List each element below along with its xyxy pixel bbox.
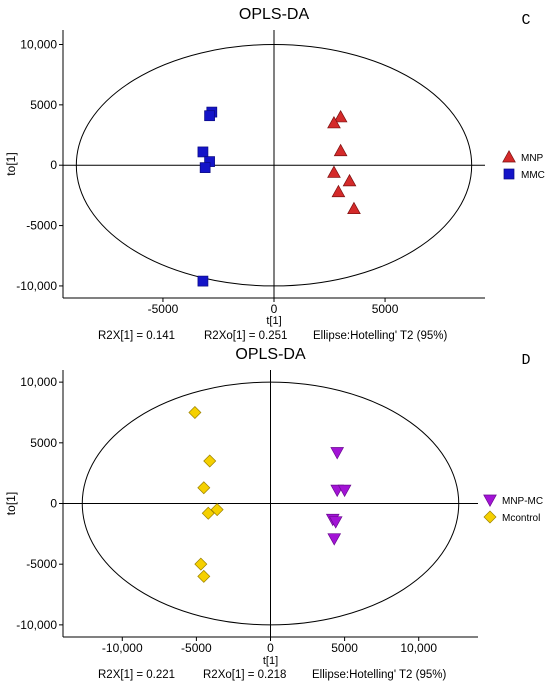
data-point: [197, 146, 209, 158]
y-tick-label: 5000: [30, 98, 57, 112]
data-point: [201, 506, 215, 520]
legend-marker: [503, 168, 515, 180]
series-mnp-mc: [325, 447, 352, 546]
panel-d: OPLS-DA D 10,000 5000 0 -5000 -10,000 -10,000 -5…: [4, 346, 543, 681]
panel-c: OPLS-DA C 10,000 5000 0 -5000 -10,000 -5000 0 500…: [4, 6, 545, 342]
x-tick-label: 0: [267, 641, 274, 655]
legend-marker: [502, 150, 516, 163]
stat-text: R2X[1] = 0.141: [98, 330, 175, 342]
data-point: [204, 110, 215, 122]
x-tick-label: -10,000: [102, 641, 143, 655]
y-tick-label: -5000: [26, 219, 57, 233]
data-point: [203, 454, 217, 468]
data-point: [327, 115, 341, 129]
legend-label: MNP-MC: [502, 496, 543, 507]
stat-text: Ellipse:Hotelling' T2 (95%): [312, 669, 446, 681]
y-tick-label: 0: [50, 497, 57, 511]
legend-label: MNP: [521, 153, 544, 164]
series-mcontrol: [188, 405, 224, 583]
y-tick-label: -10,000: [16, 279, 57, 293]
y-axis-label: to[1]: [4, 152, 18, 175]
data-point: [337, 484, 352, 498]
legend-label: MMC: [521, 170, 545, 181]
y-tick-label: 0: [50, 158, 57, 172]
data-point: [188, 405, 202, 419]
y-tick-label: 10,000: [20, 375, 57, 389]
x-axis-label: t[1]: [263, 655, 278, 667]
y-tick-label: 5000: [30, 436, 57, 450]
data-point: [347, 201, 361, 215]
x-tick-label: 5000: [372, 302, 399, 316]
data-point: [333, 143, 348, 157]
panel-letter: D: [521, 352, 530, 369]
x-tick-label: 5000: [331, 641, 358, 655]
data-point: [194, 557, 208, 571]
data-point: [342, 173, 357, 187]
data-point: [197, 275, 209, 287]
y-tick-label: -5000: [26, 557, 57, 571]
y-tick-label: 10,000: [20, 37, 57, 51]
stat-text: Ellipse:Hotelling' T2 (95%): [313, 330, 447, 342]
x-tick-label: 0: [271, 302, 278, 316]
data-point: [210, 503, 224, 517]
data-point: [328, 516, 343, 529]
x-tick-label: -5000: [181, 641, 212, 655]
panel-letter: C: [521, 12, 530, 29]
data-point: [333, 109, 348, 123]
data-point: [327, 533, 342, 546]
stat-text: R2Xo[1] = 0.251: [204, 330, 287, 342]
chart-title: OPLS-DA: [235, 346, 306, 363]
x-tick-label: 10,000: [400, 641, 437, 655]
data-point: [197, 569, 211, 583]
y-tick-label: -10,000: [16, 618, 57, 632]
data-point: [199, 162, 211, 173]
legend: MNP-MC Mcontrol: [483, 494, 543, 524]
series-mmc: [197, 106, 218, 287]
legend-label: Mcontrol: [502, 513, 540, 524]
x-tick-label: -5000: [148, 302, 179, 316]
stat-text: R2Xo[1] = 0.218: [203, 669, 286, 681]
data-point: [197, 481, 211, 495]
x-axis-label: t[1]: [266, 315, 281, 327]
chart-title: OPLS-DA: [239, 6, 310, 23]
stat-text: R2X[1] = 0.221: [98, 669, 175, 681]
y-axis-label: to[1]: [4, 492, 18, 515]
legend: MNP MMC: [502, 150, 545, 181]
data-point: [331, 184, 346, 198]
data-point: [330, 447, 345, 460]
legend-marker: [483, 494, 497, 507]
data-point: [327, 165, 341, 178]
series-mnp: [327, 109, 361, 215]
legend-marker: [483, 510, 497, 524]
